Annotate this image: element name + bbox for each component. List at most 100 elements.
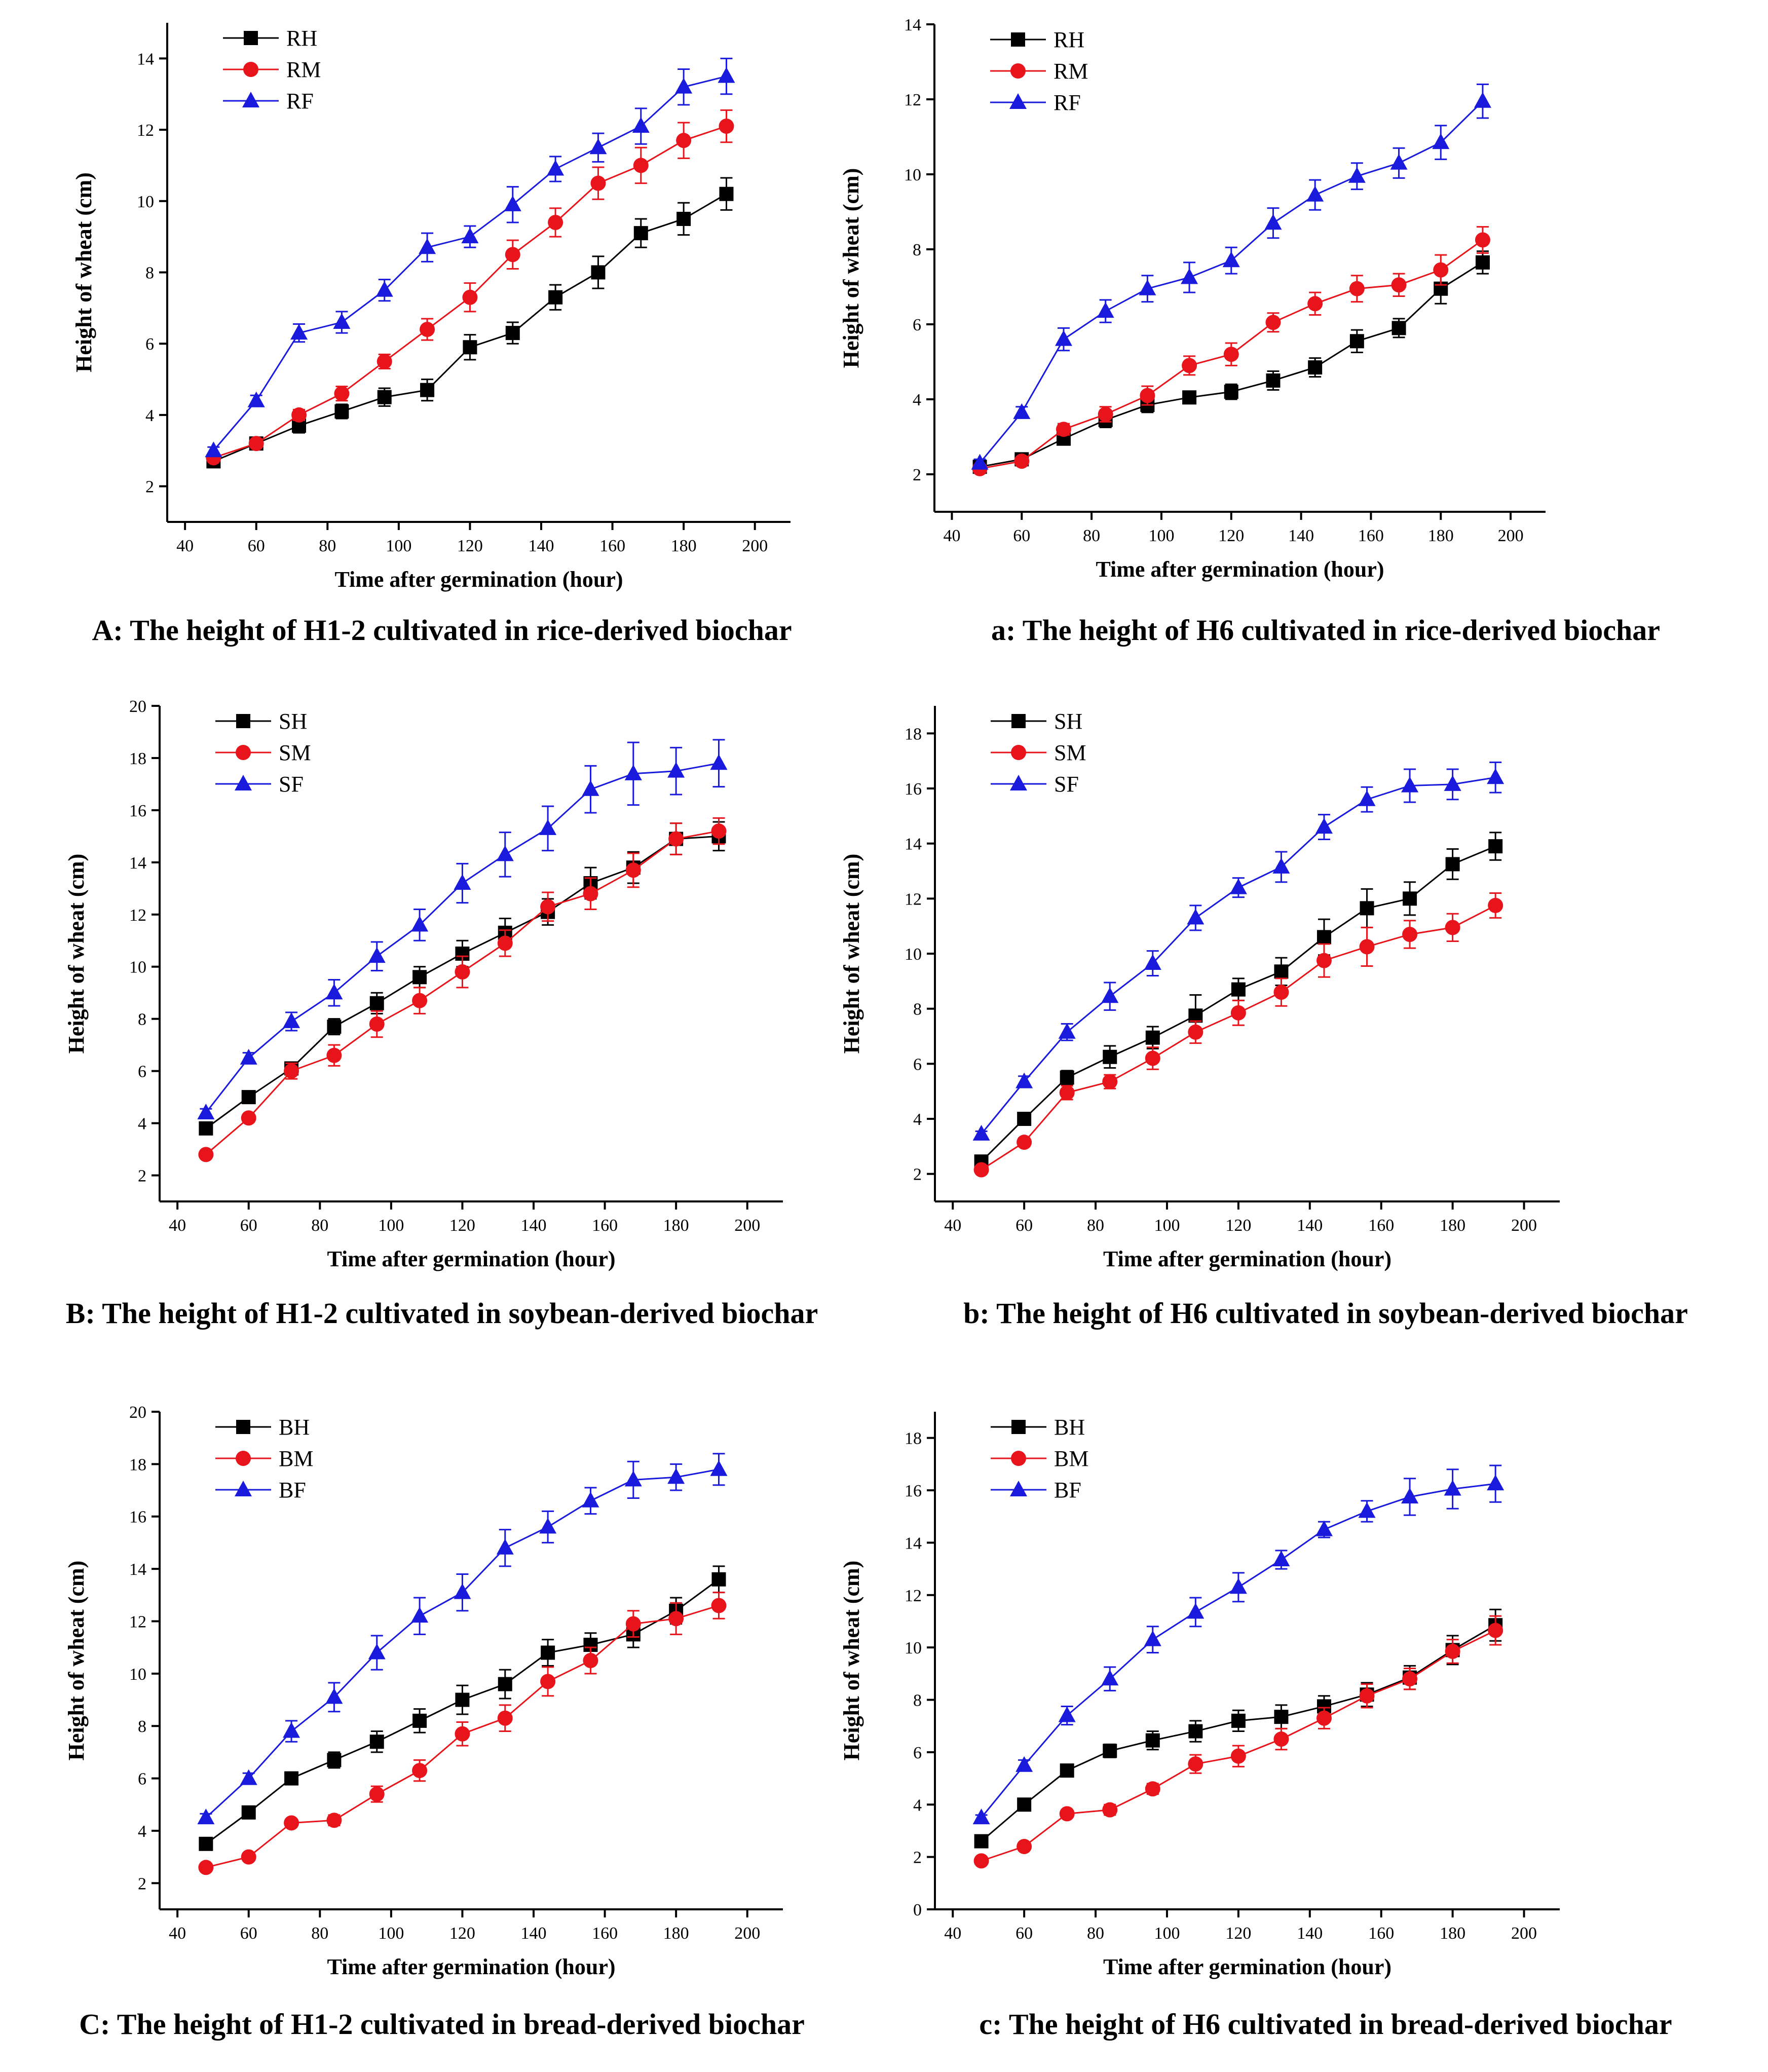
legend: BH BM BF: [215, 1415, 313, 1502]
x-tick-label: 140: [1297, 1924, 1323, 1943]
y-tick-label: 4: [138, 1115, 146, 1134]
chart-svg-a: 40 60 80 100 120 140 160 180 200 2 4 6 8 10 12 14 Time a…: [839, 16, 1546, 582]
legend-label-RH: RH: [1054, 27, 1084, 52]
data-point-SH: [1360, 901, 1374, 916]
data-point-BM: [241, 1849, 256, 1865]
data-point-RF: [1348, 167, 1366, 183]
x-tick-label: 200: [742, 537, 768, 555]
legend-label-BH: BH: [1054, 1415, 1085, 1440]
y-tick-label: 18: [905, 1429, 922, 1448]
data-point-SH: [241, 1090, 256, 1105]
data-point-SF: [1487, 768, 1504, 784]
data-point-SM: [369, 1016, 385, 1032]
data-point-SH: [1188, 1008, 1203, 1023]
data-point-RH: [1349, 334, 1364, 349]
chart-panel-a: 40 60 80 100 120 140 160 180 200 2 4 6 8 10 12 14 Time a…: [839, 0, 1767, 691]
y-tick-label: 8: [138, 1717, 146, 1736]
x-tick-label: 100: [1154, 1924, 1180, 1943]
data-point-BM: [412, 1763, 428, 1779]
x-tick-label: 60: [240, 1216, 257, 1235]
data-point-RM: [291, 407, 307, 423]
x-tick-label: 60: [1015, 1216, 1033, 1235]
data-point-RM: [334, 386, 350, 401]
data-point-BM: [540, 1674, 556, 1689]
data-point-RF: [1097, 302, 1114, 318]
legend-marker-BF: [235, 1481, 252, 1496]
data-point-BF: [710, 1460, 728, 1476]
data-point-BF: [1144, 1630, 1161, 1646]
data-point-SF: [1401, 776, 1419, 793]
x-tick-label: 180: [663, 1216, 689, 1235]
y-axis-title: Height of wheat (cm): [839, 168, 863, 368]
data-point-BF: [972, 1809, 990, 1825]
x-tick-label: 100: [1148, 526, 1174, 545]
data-point-SF: [1272, 857, 1290, 874]
series-line-SF: [981, 776, 1496, 1135]
y-tick-label: 2: [913, 466, 921, 484]
data-point-SM: [1316, 953, 1332, 968]
chart-panel-b: 40 60 80 100 120 140 160 180 200 2 4 6 8 10 12 14 16 18 Ti…: [839, 691, 1767, 1381]
data-point-SM: [711, 823, 727, 839]
data-point-BF: [496, 1538, 514, 1555]
legend-marker-RH: [244, 31, 258, 45]
data-point-SF: [667, 762, 685, 778]
x-tick-label: 200: [734, 1924, 760, 1943]
legend-marker-RM: [1010, 63, 1026, 79]
y-tick-label: 14: [137, 50, 154, 68]
data-point-BF: [1358, 1502, 1376, 1518]
y-tick-label: 10: [129, 958, 146, 977]
y-tick-label: 18: [905, 725, 922, 743]
legend: BH BM BF: [991, 1415, 1088, 1502]
legend-label-RF: RF: [286, 89, 314, 114]
data-point-SM: [1145, 1050, 1160, 1066]
x-tick-label: 140: [1288, 526, 1314, 545]
data-point-BM: [198, 1860, 214, 1875]
data-point-SF: [454, 874, 471, 890]
x-tick-label: 180: [663, 1924, 689, 1943]
x-tick-label: 60: [1015, 1924, 1033, 1943]
data-point-BM: [326, 1813, 342, 1828]
x-tick-label: 180: [671, 537, 697, 555]
x-tick-label: 40: [944, 1924, 961, 1943]
data-point-SH: [1017, 1112, 1032, 1126]
y-tick-label: 4: [138, 1822, 146, 1841]
x-axis-title: Time after germination (hour): [1096, 557, 1384, 582]
legend-label-RM: RM: [286, 57, 321, 82]
legend-label-SM: SM: [1054, 740, 1086, 765]
y-tick-label: 6: [913, 1744, 922, 1762]
data-point-RM: [676, 133, 692, 148]
legend-label-SH: SH: [279, 709, 307, 734]
data-point-BF: [539, 1518, 557, 1534]
data-point-RF: [1390, 154, 1408, 170]
data-point-SH: [1403, 891, 1417, 906]
data-point-SM: [198, 1147, 214, 1162]
data-point-RF: [1306, 185, 1324, 202]
legend-marker-SF: [1010, 775, 1027, 790]
data-point-BF: [1187, 1603, 1205, 1619]
data-point-SH: [1231, 982, 1246, 997]
x-tick-label: 160: [599, 537, 625, 555]
y-tick-label: 6: [138, 1770, 146, 1789]
data-point-BM: [1145, 1781, 1160, 1797]
y-tick-label: 0: [913, 1901, 922, 1919]
data-point-RH: [1182, 390, 1197, 405]
data-point-SM: [497, 935, 513, 951]
data-point-SH: [1316, 930, 1331, 945]
legend-label-BF: BF: [1054, 1478, 1081, 1502]
data-point-SF: [368, 947, 386, 963]
data-point-SF: [539, 819, 557, 835]
legend-label-BH: BH: [279, 1415, 310, 1440]
data-point-BF: [1444, 1480, 1461, 1496]
x-tick-label: 60: [1013, 526, 1030, 545]
y-tick-label: 16: [129, 1508, 146, 1527]
data-point-BM: [668, 1611, 684, 1627]
series-line-BF: [981, 1483, 1496, 1819]
data-point-RF: [504, 195, 521, 211]
data-point-BH: [1188, 1724, 1203, 1739]
data-point-RM: [1014, 454, 1030, 469]
x-tick-label: 60: [240, 1924, 257, 1943]
data-point-SF: [1144, 954, 1161, 970]
legend-marker-BH: [1011, 1420, 1026, 1434]
data-point-SM: [668, 831, 684, 847]
data-point-RM: [248, 436, 264, 451]
